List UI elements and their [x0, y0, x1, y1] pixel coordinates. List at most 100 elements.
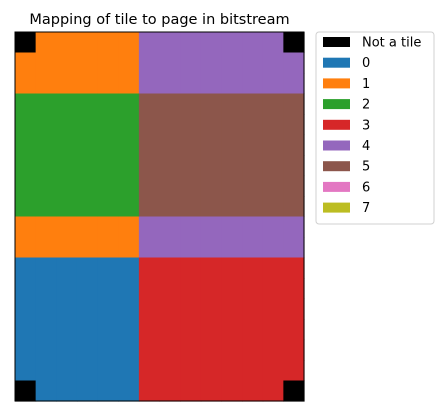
- heatmap-cell: [200, 73, 223, 95]
- heatmap-cell: [138, 155, 161, 177]
- heatmap-cell: [262, 216, 284, 238]
- heatmap-cell: [180, 134, 202, 156]
- heatmap-cell: [76, 134, 99, 156]
- legend-label: 2: [362, 98, 370, 113]
- heatmap-cell: [242, 216, 264, 238]
- legend-swatch: [323, 202, 350, 213]
- heatmap-cell: [118, 196, 140, 218]
- heatmap-cell: [118, 114, 140, 136]
- heatmap-cell: [180, 32, 202, 54]
- heatmap-cell: [180, 114, 202, 136]
- heatmap-cell: [56, 216, 78, 238]
- heatmap-cell: [35, 32, 57, 54]
- plot-frame: [14, 31, 305, 402]
- heatmap-cell: [35, 73, 57, 95]
- heatmap-cell: [283, 257, 305, 279]
- heatmap-cell: [180, 73, 202, 95]
- heatmap-cell: [262, 257, 284, 279]
- heatmap-cell: [180, 196, 202, 218]
- heatmap-cell: [76, 32, 99, 54]
- heatmap-cell: [118, 73, 140, 95]
- heatmap-cell: [97, 93, 119, 115]
- heatmap-cell: [138, 319, 161, 341]
- legend: Not a tile 0 1 2 3 4 5 6 7: [315, 31, 435, 225]
- heatmap-cell: [242, 196, 264, 218]
- heatmap-cell: [118, 52, 140, 74]
- heatmap-cell: [262, 319, 284, 341]
- heatmap-cell: [262, 380, 284, 402]
- heatmap-cell: [283, 278, 305, 300]
- heatmap-cell: [97, 32, 119, 54]
- heatmap-cell: [221, 93, 243, 115]
- heatmap-cell: [35, 93, 57, 115]
- heatmap-cell: [76, 196, 99, 218]
- heatmap-cell: [56, 114, 78, 136]
- heatmap-cell: [97, 298, 119, 320]
- legend-label: 5: [362, 160, 370, 175]
- heatmap-cell: [180, 155, 202, 177]
- heatmap-cell: [35, 52, 57, 74]
- heatmap-cell: [180, 278, 202, 300]
- heatmap-cell: [35, 257, 57, 279]
- heatmap-cell: [262, 32, 284, 54]
- legend-swatch: [323, 37, 350, 47]
- heatmap-cell: [200, 196, 223, 218]
- heatmap-cell: [221, 73, 243, 95]
- legend-label: 1: [362, 77, 370, 92]
- heatmap-cell: [15, 319, 37, 341]
- heatmap-cell: [56, 339, 78, 361]
- heatmap-cell: [180, 237, 202, 259]
- heatmap-cell: [35, 278, 57, 300]
- heatmap-cell: [15, 278, 37, 300]
- heatmap-cell: [56, 237, 78, 259]
- heatmap-cell: [200, 380, 223, 402]
- heatmap-cell: [262, 360, 284, 382]
- heatmap-cell: [283, 360, 305, 382]
- heatmap-cell: [118, 257, 140, 279]
- heatmap-cell: [118, 134, 140, 156]
- heatmap-cell: [76, 73, 99, 95]
- heatmap-cell: [76, 216, 99, 238]
- heatmap-cell: [15, 298, 37, 320]
- heatmap-cell: [159, 155, 181, 177]
- heatmap-cell: [76, 93, 99, 115]
- heatmap-cell: [180, 380, 202, 402]
- heatmap-cell: [76, 257, 99, 279]
- heatmap-cell: [159, 73, 181, 95]
- heatmap-cell: [180, 216, 202, 238]
- heatmap-cell: [97, 114, 119, 136]
- heatmap-cell: [138, 52, 161, 74]
- heatmap-cell: [221, 360, 243, 382]
- heatmap-cell: [262, 52, 284, 74]
- heatmap-cell: [118, 319, 140, 341]
- heatmap-cell: [159, 216, 181, 238]
- heatmap-cell: [200, 216, 223, 238]
- heatmap-cell: [221, 319, 243, 341]
- heatmap-cell: [15, 73, 37, 95]
- heatmap-cell: [262, 114, 284, 136]
- heatmap-cell: [283, 114, 305, 136]
- heatmap-cell: [56, 196, 78, 218]
- heatmap-cell: [262, 134, 284, 156]
- heatmap-cell: [262, 298, 284, 320]
- legend-label: 3: [362, 118, 370, 133]
- heatmap-cell: [262, 278, 284, 300]
- heatmap-cell: [138, 175, 161, 197]
- heatmap-cell: [242, 175, 264, 197]
- heatmap-cell: [159, 339, 181, 361]
- heatmap-cell: [242, 73, 264, 95]
- heatmap-cell: [180, 52, 202, 74]
- heatmap-cell: [221, 52, 243, 74]
- heatmap-cell: [138, 278, 161, 300]
- heatmap-cell: [180, 319, 202, 341]
- heatmap-cell: [15, 216, 37, 238]
- heatmap-cell: [200, 257, 223, 279]
- heatmap-cell: [138, 93, 161, 115]
- heatmap-cell: [138, 114, 161, 136]
- heatmap-cell: [159, 257, 181, 279]
- heatmap-cell: [221, 196, 243, 218]
- heatmap-cell: [35, 339, 57, 361]
- heatmap-cell: [35, 380, 57, 402]
- heatmap-cell: [221, 114, 243, 136]
- heatmap-cell: [118, 278, 140, 300]
